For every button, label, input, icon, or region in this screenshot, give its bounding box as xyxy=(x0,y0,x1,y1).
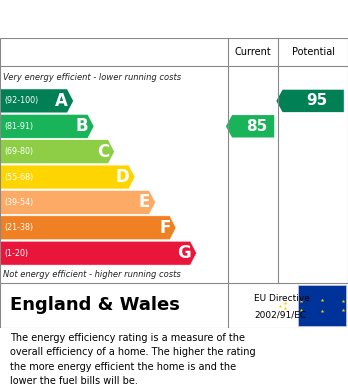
Text: A: A xyxy=(55,92,68,110)
Polygon shape xyxy=(276,90,344,112)
Text: 2002/91/EC: 2002/91/EC xyxy=(254,310,306,319)
Text: EU Directive: EU Directive xyxy=(254,294,310,303)
Text: D: D xyxy=(116,168,129,186)
Text: The energy efficiency rating is a measure of the
overall efficiency of a home. T: The energy efficiency rating is a measur… xyxy=(10,333,256,386)
Polygon shape xyxy=(0,190,156,214)
Text: Potential: Potential xyxy=(292,47,335,57)
Polygon shape xyxy=(0,89,73,113)
Polygon shape xyxy=(0,114,94,138)
Text: Current: Current xyxy=(235,47,271,57)
Polygon shape xyxy=(0,165,135,189)
Bar xyxy=(298,285,346,326)
Text: Energy Efficiency Rating: Energy Efficiency Rating xyxy=(64,11,284,27)
Polygon shape xyxy=(0,140,114,163)
Polygon shape xyxy=(0,241,197,265)
Text: (81-91): (81-91) xyxy=(4,122,33,131)
Text: (69-80): (69-80) xyxy=(4,147,33,156)
Text: 85: 85 xyxy=(246,119,267,134)
Text: B: B xyxy=(76,117,88,135)
Text: (92-100): (92-100) xyxy=(4,97,38,106)
Polygon shape xyxy=(0,216,176,240)
Text: (55-68): (55-68) xyxy=(4,172,33,181)
Text: Very energy efficient - lower running costs: Very energy efficient - lower running co… xyxy=(3,73,182,82)
Text: G: G xyxy=(177,244,191,262)
Text: C: C xyxy=(97,143,109,161)
Text: F: F xyxy=(159,219,171,237)
Text: E: E xyxy=(139,194,150,212)
Text: (1-20): (1-20) xyxy=(4,249,28,258)
Polygon shape xyxy=(226,115,274,138)
Text: England & Wales: England & Wales xyxy=(10,296,180,314)
Text: (39-54): (39-54) xyxy=(4,198,33,207)
Text: (21-38): (21-38) xyxy=(4,223,33,232)
Text: Not energy efficient - higher running costs: Not energy efficient - higher running co… xyxy=(3,270,181,279)
Text: 95: 95 xyxy=(306,93,327,108)
